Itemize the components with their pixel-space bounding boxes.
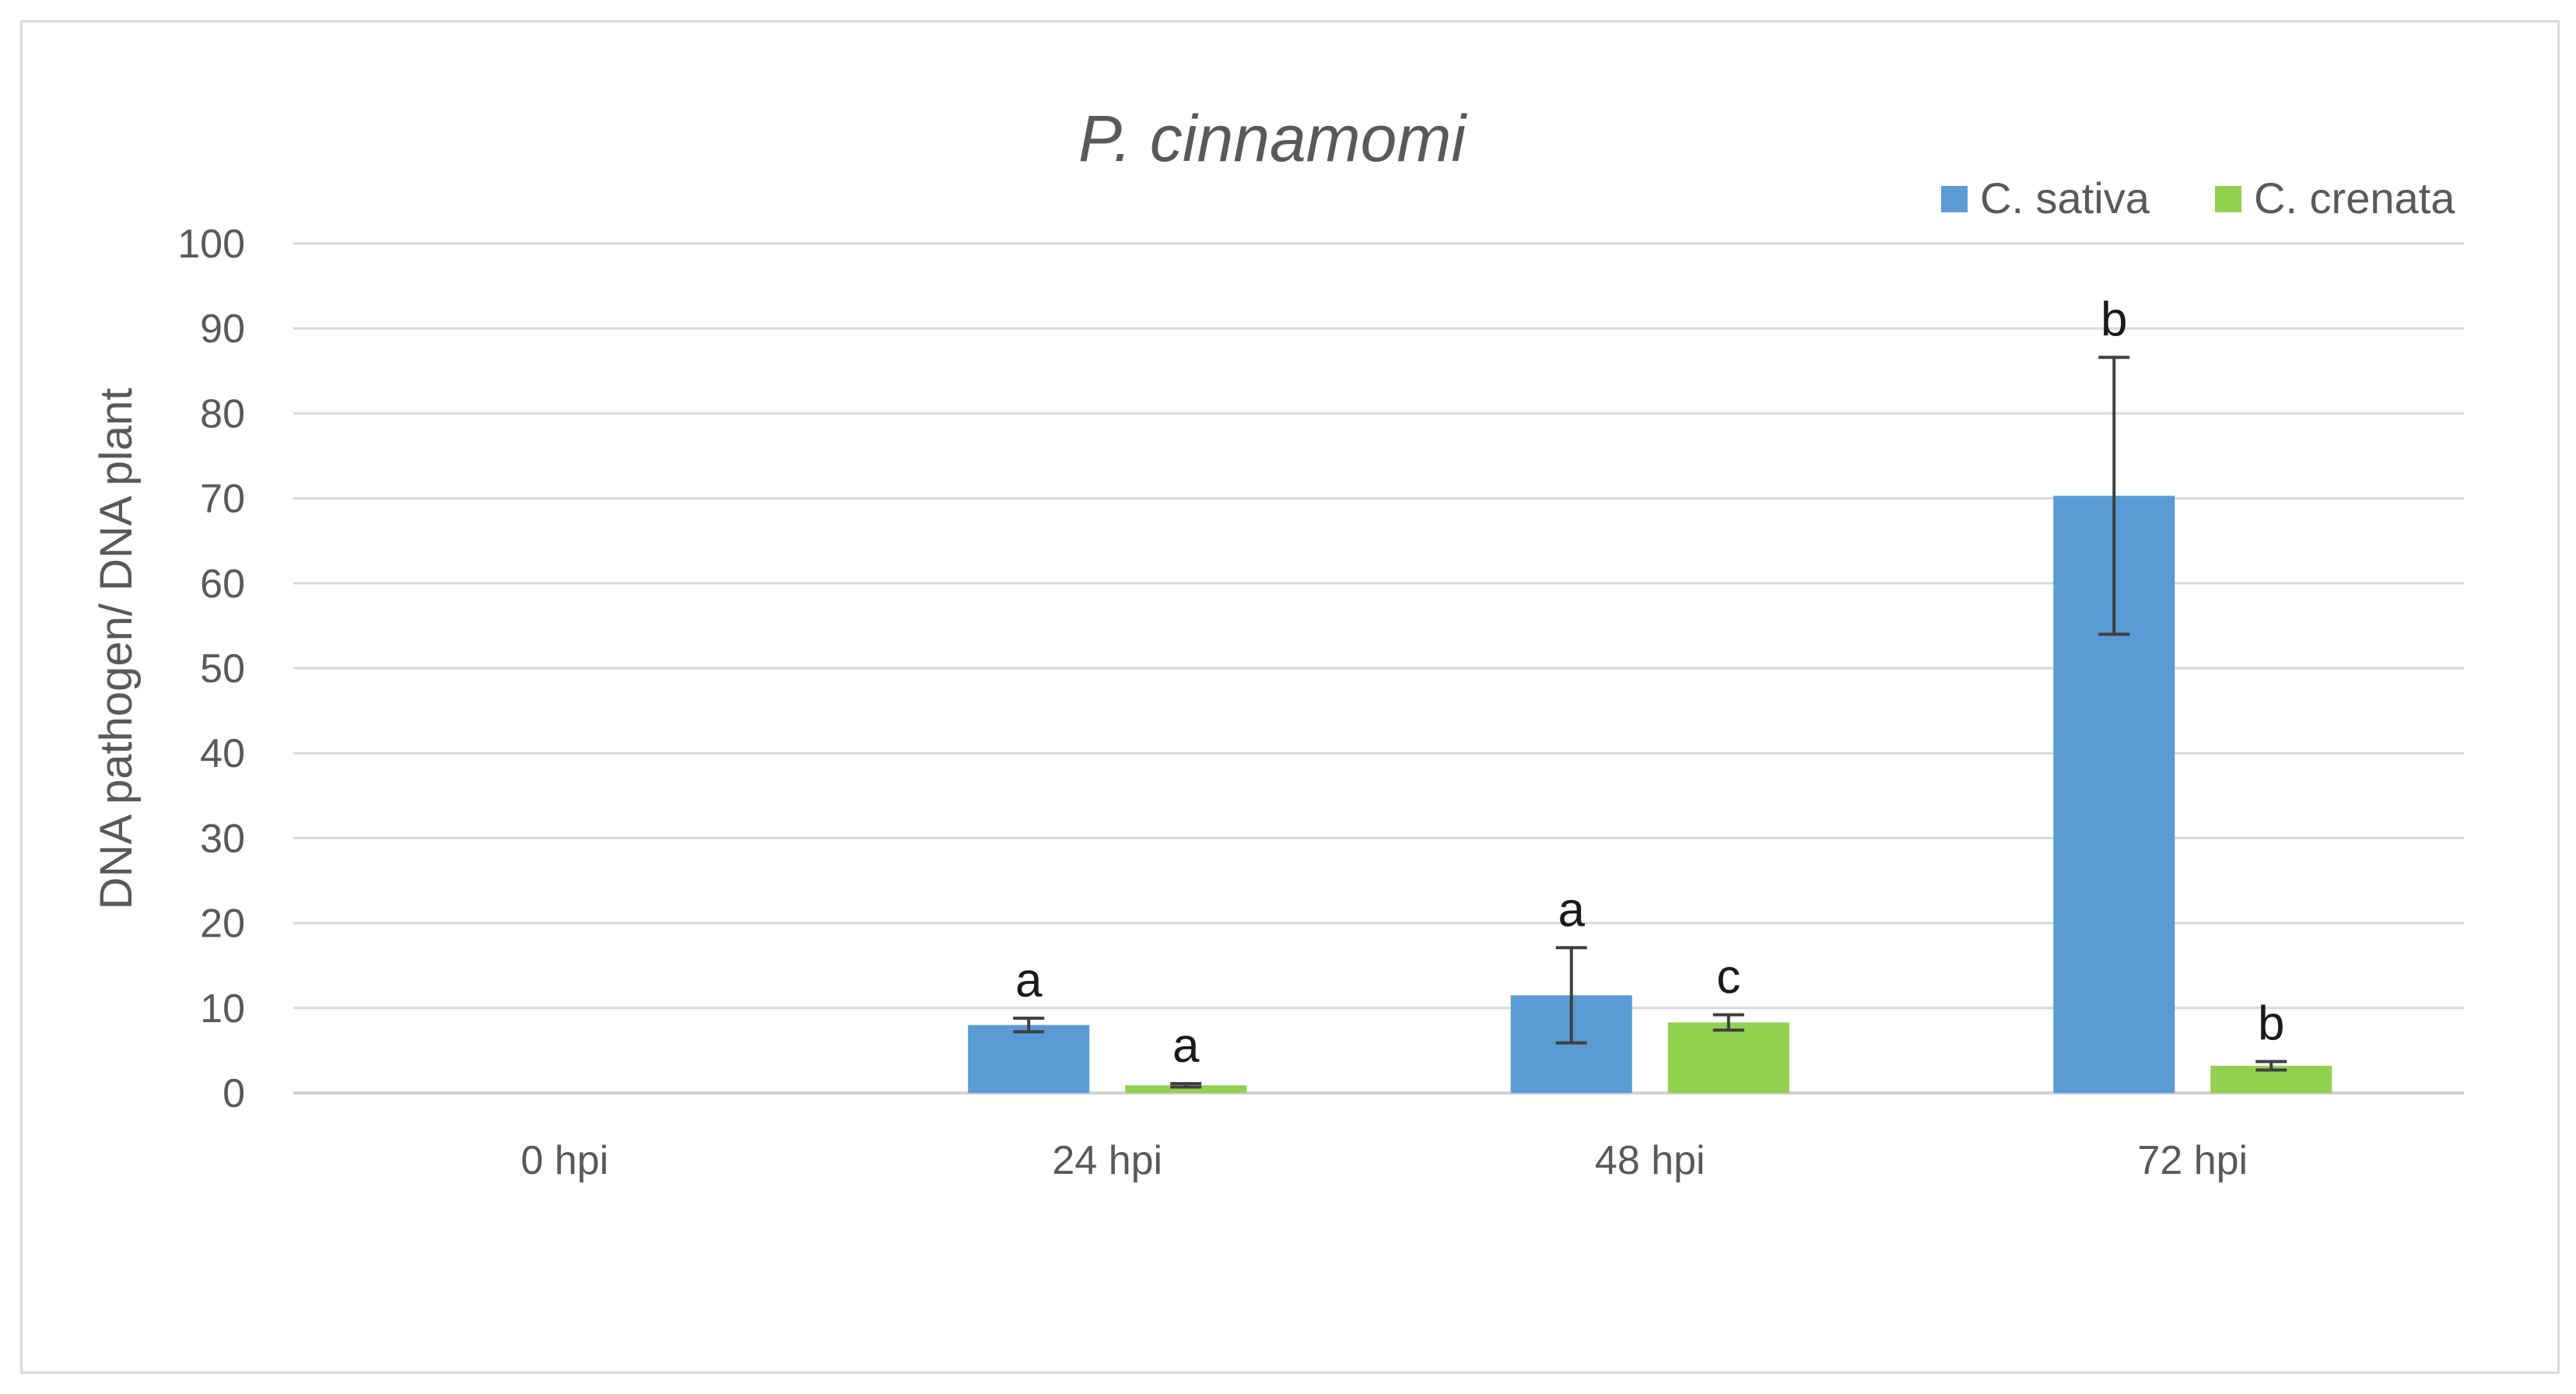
y-tick-label: 100 [177,222,245,267]
x-tick-label: 24 hpi [1052,1138,1162,1183]
significance-label: b [2101,292,2127,346]
error-bars [1013,356,2287,1089]
significance-label: a [1172,1019,1200,1073]
significance-label: c [1716,951,1740,1004]
legend: C. sativa C. crenata [1941,173,2455,222]
x-tick-label: 0 hpi [520,1138,608,1183]
bar-ccrenata [1125,1085,1247,1093]
y-tick-label: 40 [200,731,245,776]
chart-title: P. cinnamomi [1078,102,1467,175]
error-bar [1712,1013,1744,1032]
y-tick-label: 0 [223,1071,245,1116]
error-bar [1013,1016,1045,1034]
x-tick-label: 72 hpi [2137,1138,2248,1183]
x-tick-labels: 0 hpi 24 hpi 48 hpi 72 hpi [520,1138,2248,1183]
bar-chart: P. cinnamomi DNA pathogen/ DNA plant 0 10… [91,102,2464,1183]
significance-label: a [1015,954,1043,1007]
y-tick-label: 80 [200,391,245,436]
error-bar [2098,356,2130,636]
x-tick-label: 48 hpi [1595,1138,1705,1183]
significance-label: a [1558,883,1586,937]
y-tick-label: 20 [200,902,245,947]
y-tick-label: 60 [200,562,245,607]
error-bar [1555,946,1587,1045]
bars [968,496,2332,1093]
y-tick-label: 90 [200,306,245,352]
y-axis-label: DNA pathogen/ DNA plant [91,388,142,910]
legend-swatch [1941,186,1968,212]
chart-frame: P. cinnamomi DNA pathogen/ DNA plant 0 10… [20,20,2560,1374]
y-tick-label: 50 [200,646,245,692]
legend-item: C. crenata [2215,173,2455,222]
bar-csativa [968,1024,1090,1093]
y-tick-labels: 0 10 20 30 40 50 60 70 80 90 100 [177,222,245,1116]
y-tick-label: 10 [200,986,245,1031]
error-bar [2255,1060,2287,1072]
legend-swatch [2215,186,2241,212]
legend-item: C. sativa [1941,173,2150,222]
bar-ccrenata [1667,1022,1789,1093]
y-tick-label: 30 [200,816,245,861]
y-tick-label: 70 [200,477,245,522]
legend-label: C. sativa [1980,173,2150,222]
significance-labels: a a a c b b [1015,292,2284,1073]
error-bar [1170,1081,1202,1089]
legend-label: C. crenata [2254,173,2455,222]
gridlines [293,242,2464,1095]
significance-label: b [2258,997,2284,1051]
